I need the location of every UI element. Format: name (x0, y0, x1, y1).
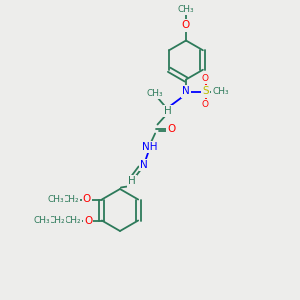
Text: H: H (164, 106, 172, 116)
Text: CH₃: CH₃ (34, 216, 50, 225)
Text: O: O (167, 124, 176, 134)
Text: CH₃: CH₃ (47, 195, 64, 204)
Text: CH₂: CH₂ (63, 195, 80, 204)
Text: CH₃: CH₃ (178, 5, 194, 14)
Text: O: O (202, 74, 209, 83)
Text: H: H (128, 176, 136, 187)
Text: CH₃: CH₃ (212, 87, 229, 96)
Text: O: O (202, 100, 209, 109)
Text: CH₂: CH₂ (64, 216, 81, 225)
Text: CH₂: CH₂ (49, 216, 65, 225)
Text: O: O (83, 194, 91, 205)
Text: O: O (84, 215, 92, 226)
Text: S: S (202, 86, 209, 97)
Text: CH₃: CH₃ (146, 89, 163, 98)
Text: N: N (140, 160, 148, 170)
Text: NH: NH (142, 142, 158, 152)
Text: N: N (182, 86, 190, 97)
Text: O: O (182, 20, 190, 31)
